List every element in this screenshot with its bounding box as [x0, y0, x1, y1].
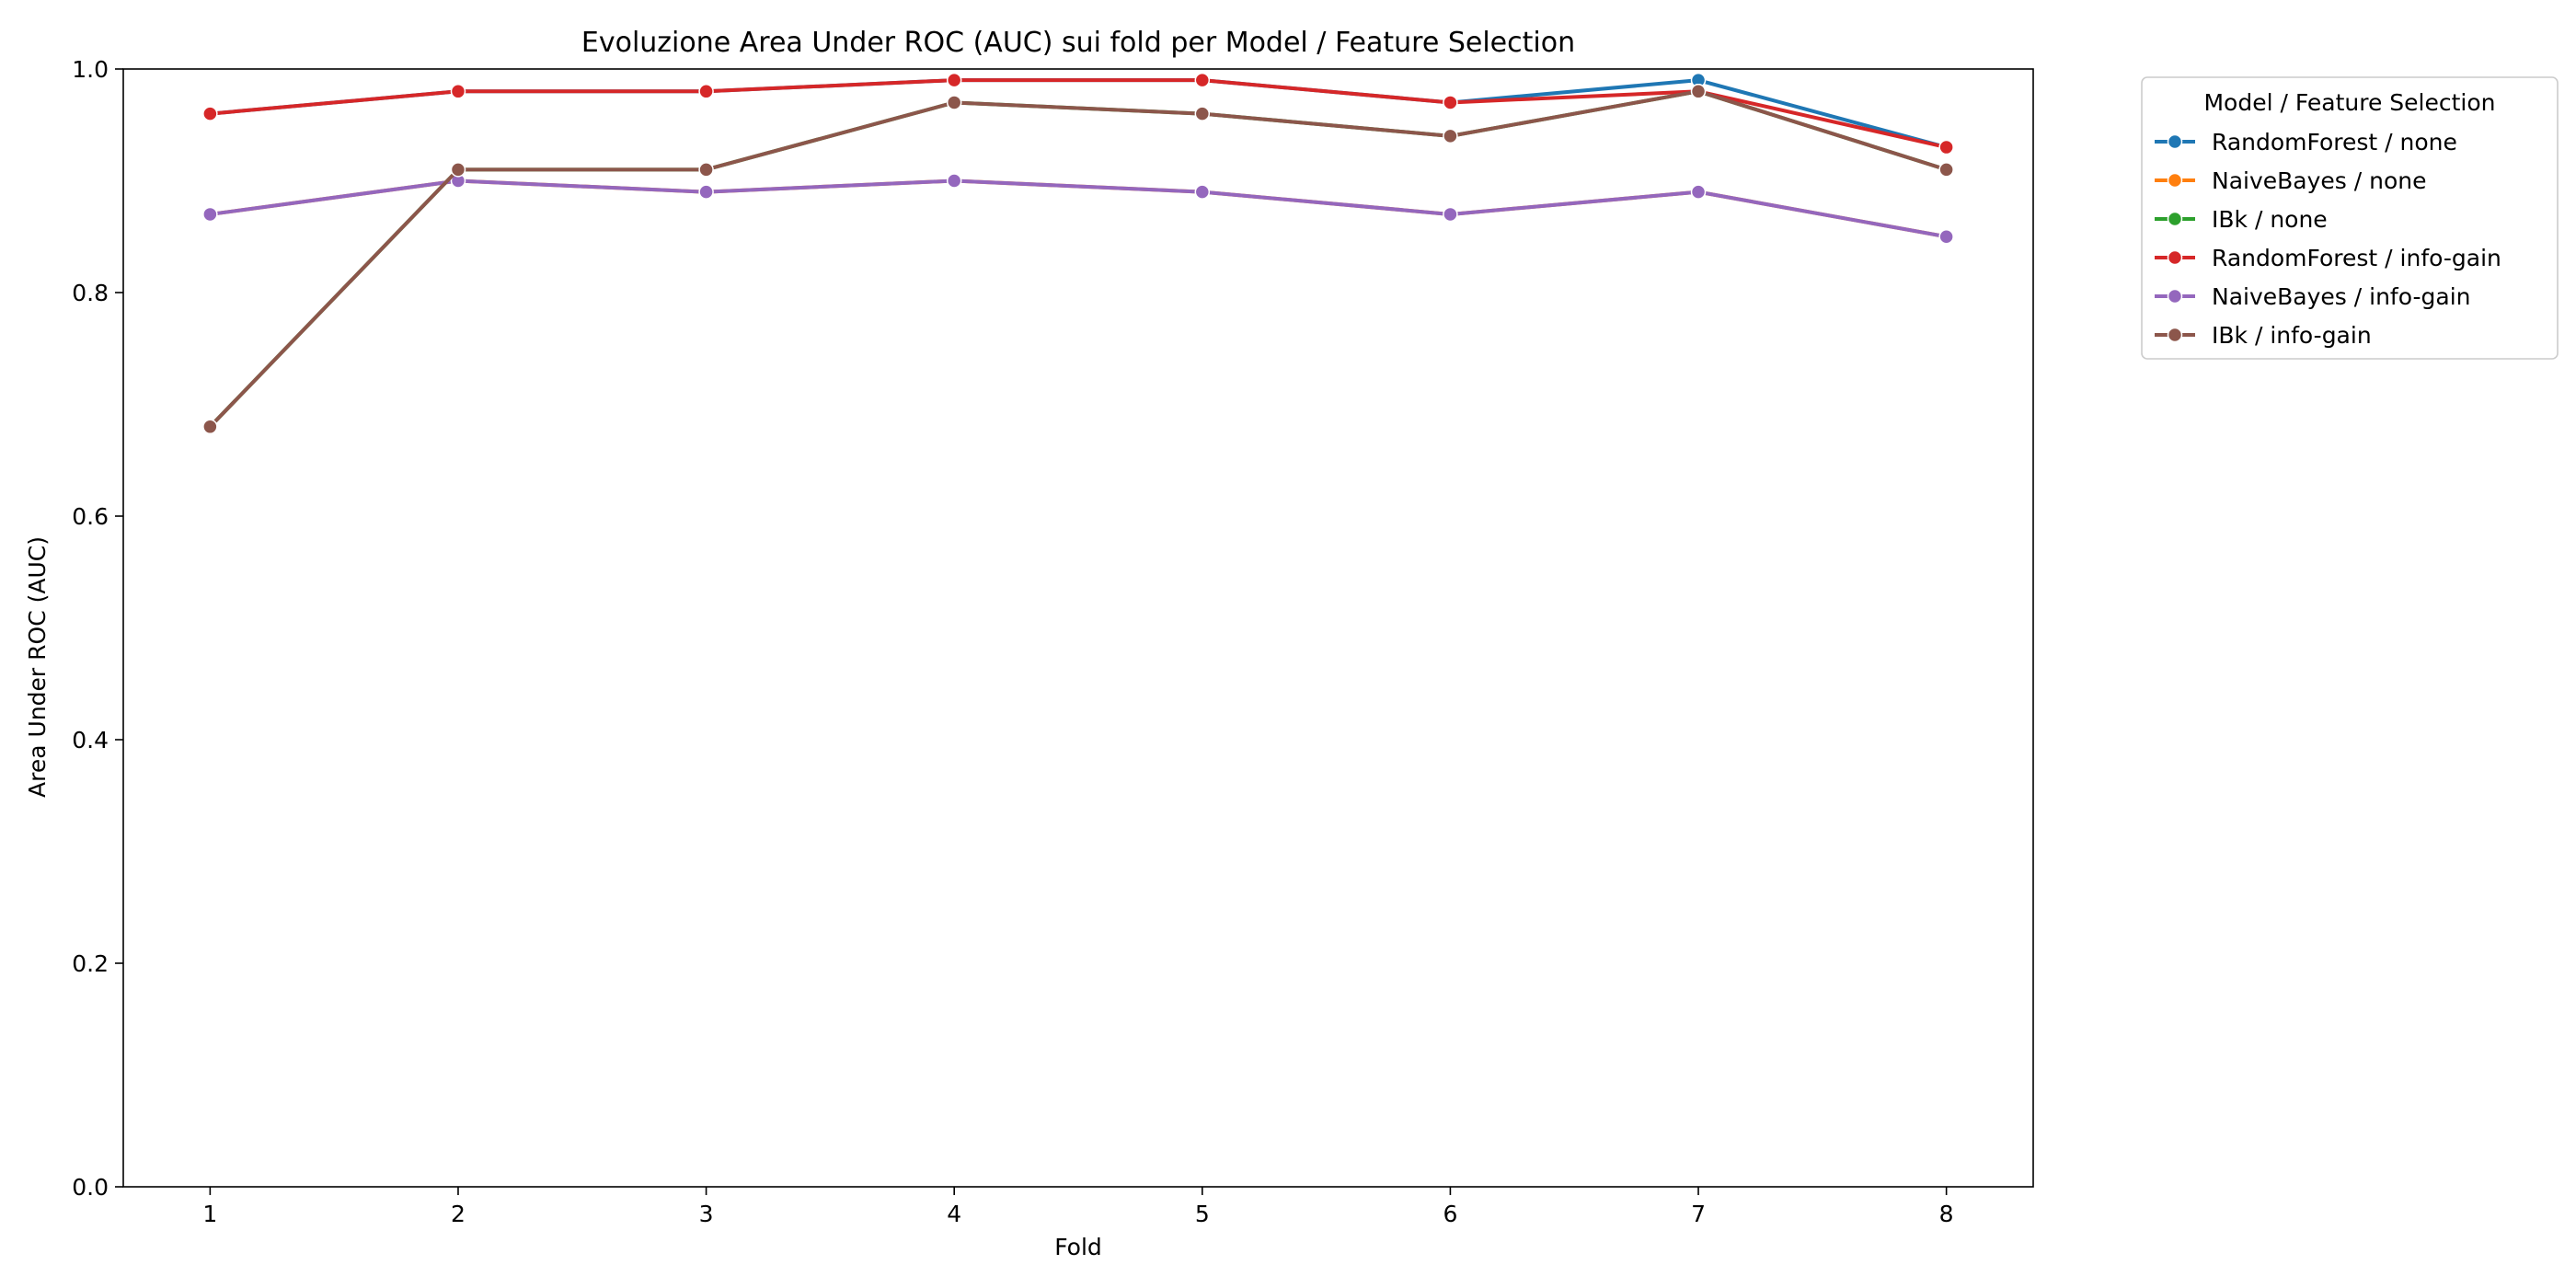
series-line-ibk-none: [208, 89, 1949, 429]
y-axis-title: Area Under ROC (AUC): [24, 536, 51, 798]
legend-label: NaiveBayes / info-gain: [2212, 283, 2470, 310]
data-point-randomforest-info-gain: [202, 106, 218, 121]
chart-title: Evoluzione Area Under ROC (AUC) sui fold…: [581, 27, 1575, 59]
y-tick-label: 0.8: [72, 280, 109, 306]
legend-item-naivebayes-info-gain: NaiveBayes / info-gain: [2155, 283, 2470, 310]
legend-label: IBk / info-gain: [2212, 322, 2372, 349]
legend-item-ibk-none: IBk / none: [2155, 206, 2328, 233]
series-randomforest-info-gain: [202, 72, 1954, 155]
x-axis-title: Fold: [1054, 1234, 1102, 1260]
legend-items: RandomForest / none NaiveBayes / none IBk …: [2155, 129, 2501, 349]
legend-item-ibk-info-gain: IBk / info-gain: [2155, 322, 2372, 349]
x-tick-label: 1: [202, 1201, 217, 1227]
legend-marker-icon: [2167, 249, 2183, 266]
y-tick-label: 0.0: [72, 1174, 109, 1201]
plot-series: [202, 72, 1954, 435]
data-point-naivebayes-info-gain: [698, 184, 714, 200]
series-line-naivebayes-info-gain: [208, 178, 1949, 239]
x-tick-label: 2: [451, 1201, 466, 1227]
y-tick-label: 1.0: [72, 56, 109, 83]
x-tick-label: 4: [947, 1201, 961, 1227]
data-point-naivebayes-info-gain: [946, 173, 962, 189]
legend-label: RandomForest / none: [2212, 129, 2457, 155]
legend-marker-icon: [2167, 327, 2183, 343]
data-point-randomforest-info-gain: [1938, 139, 1954, 155]
data-point-randomforest-info-gain: [1443, 95, 1458, 110]
data-point-randomforest-info-gain: [698, 84, 714, 99]
legend-label: RandomForest / info-gain: [2212, 245, 2501, 271]
legend-item-naivebayes-none: NaiveBayes / none: [2155, 167, 2427, 194]
legend-item-randomforest-none: RandomForest / none: [2155, 129, 2457, 155]
legend: Model / Feature Selection RandomForest /…: [2141, 76, 2559, 360]
y-tick-label: 0.4: [72, 727, 109, 753]
legend-box: [2141, 76, 2559, 360]
data-point-naivebayes-info-gain: [1443, 206, 1458, 223]
legend-marker-icon: [2167, 211, 2183, 227]
legend-label: NaiveBayes / none: [2212, 167, 2427, 194]
series-ibk-info-gain: [202, 84, 1954, 435]
data-point-ibk-info-gain: [1443, 128, 1458, 144]
legend-label: IBk / none: [2212, 206, 2328, 233]
series-ibk-none: [202, 84, 1954, 435]
y-axis-ticks: 0.0 0.2 0.4 0.6 0.8 1.0: [72, 56, 123, 1201]
x-tick-label: 7: [1691, 1201, 1706, 1227]
series-naivebayes-info-gain: [202, 173, 1954, 245]
legend-marker-icon: [2167, 172, 2183, 189]
data-point-ibk-info-gain: [202, 419, 218, 435]
legend-marker-icon: [2167, 288, 2183, 305]
x-tick-label: 6: [1443, 1201, 1457, 1227]
data-point-randomforest-info-gain: [1194, 72, 1211, 88]
data-point-naivebayes-info-gain: [1690, 184, 1707, 200]
x-tick-label: 8: [1939, 1201, 1954, 1227]
series-naivebayes-none: [202, 173, 1954, 245]
data-point-randomforest-info-gain: [946, 72, 962, 88]
legend-marker-icon: [2167, 133, 2183, 150]
data-point-ibk-info-gain: [698, 162, 714, 178]
data-point-naivebayes-info-gain: [1194, 184, 1211, 200]
x-tick-label: 3: [699, 1201, 714, 1227]
data-point-ibk-info-gain: [1938, 162, 1954, 178]
data-point-randomforest-info-gain: [450, 84, 466, 99]
series-line-ibk-info-gain: [208, 89, 1949, 429]
data-point-naivebayes-info-gain: [1938, 229, 1954, 245]
x-axis-ticks: 1 2 3 4 5 6 7 8: [202, 1187, 1954, 1227]
legend-item-randomforest-info-gain: RandomForest / info-gain: [2155, 245, 2501, 271]
series-line-randomforest-info-gain: [208, 78, 1949, 150]
y-tick-label: 0.2: [72, 950, 109, 977]
legend-title: Model / Feature Selection: [2203, 89, 2495, 116]
plot-frame: [122, 68, 2034, 1188]
x-tick-label: 5: [1195, 1201, 1210, 1227]
data-point-ibk-info-gain: [946, 95, 962, 110]
series-randomforest-none: [202, 72, 1954, 155]
data-point-naivebayes-info-gain: [202, 206, 218, 223]
data-point-ibk-info-gain: [1690, 84, 1707, 99]
y-tick-label: 0.6: [72, 503, 109, 530]
data-point-ibk-info-gain: [1194, 106, 1211, 121]
data-point-ibk-info-gain: [450, 162, 466, 178]
series-line-naivebayes-none: [208, 178, 1949, 239]
